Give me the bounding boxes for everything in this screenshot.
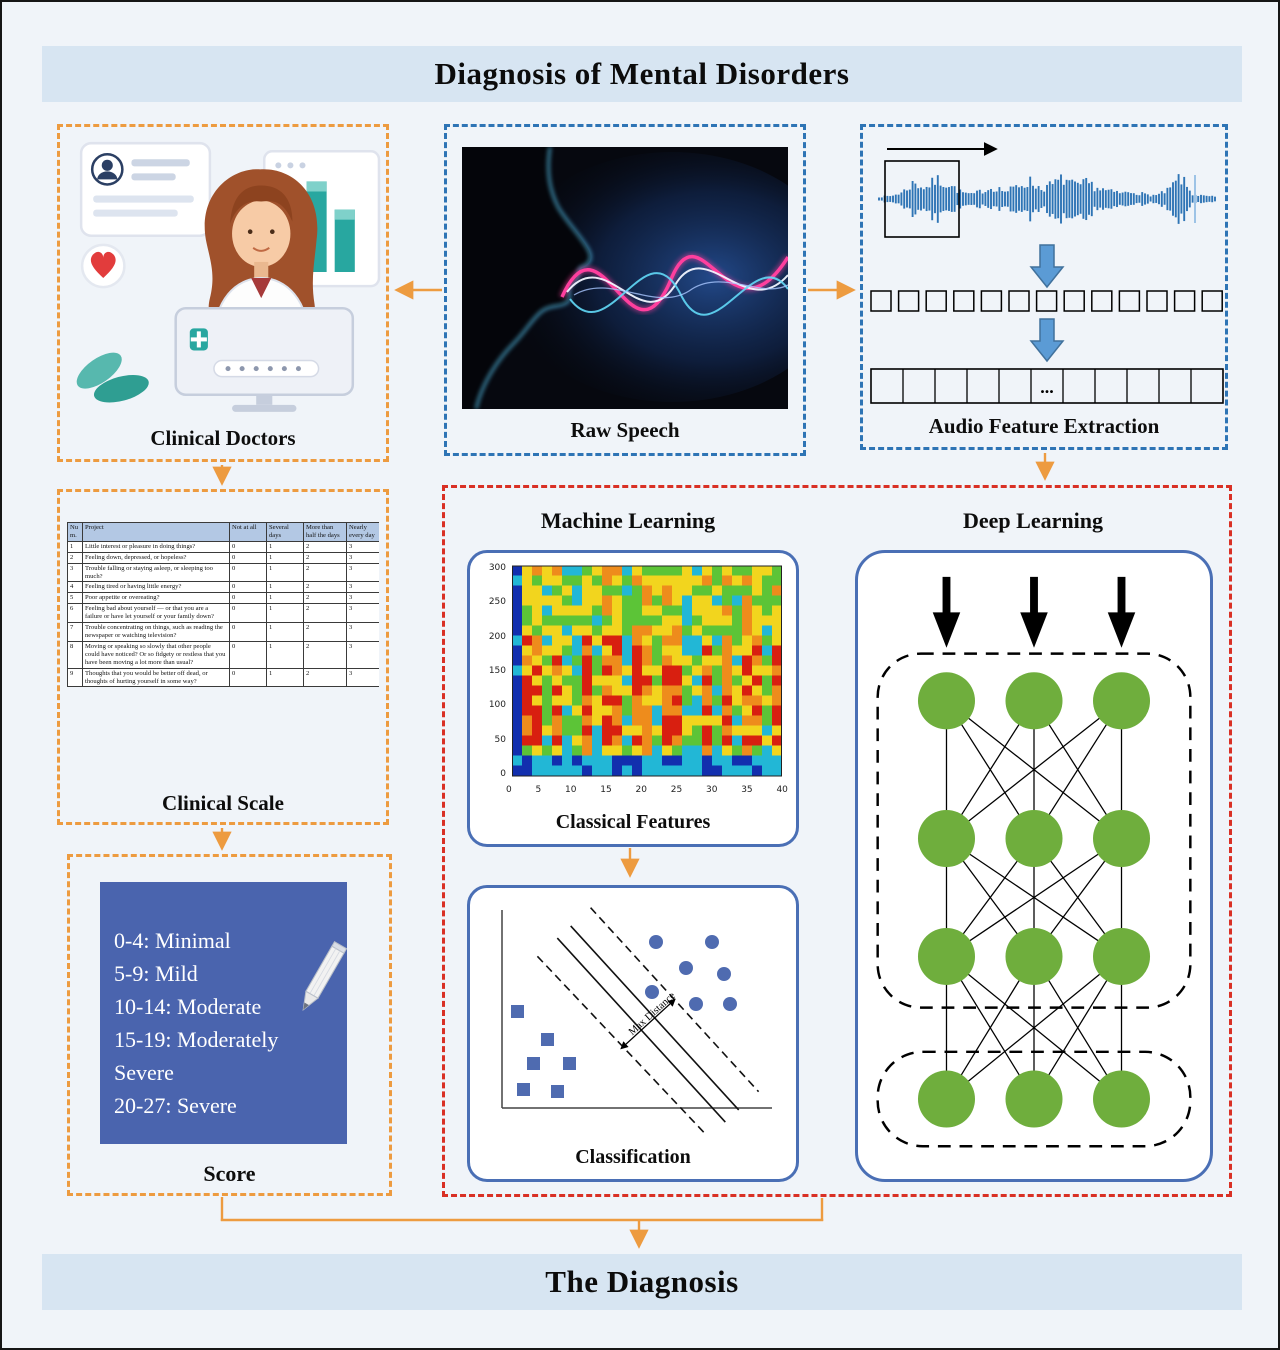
x-tick: 0 (506, 785, 512, 795)
scale-row: 7 Trouble concentrating on things, such a… (67, 622, 379, 642)
phq9-table-wrap: Num. Project Not at all Several days Mor… (67, 522, 379, 778)
col-nearly: Nearly every day (346, 522, 379, 542)
face-silhouette (462, 147, 591, 409)
down-block-arrow (1029, 318, 1065, 363)
y-tick: 200 (488, 631, 506, 642)
classification-box: Max Distance Classification (467, 885, 799, 1182)
x-tick: 35 (741, 785, 753, 795)
feature-vector-row (870, 368, 1224, 404)
y-tick: 250 (488, 597, 506, 608)
input-arrows (932, 576, 1136, 648)
clinical-scale-panel: Num. Project Not at all Several days Mor… (57, 489, 389, 825)
raw-speech-label: Raw Speech (570, 418, 680, 442)
max-distance-arrow (620, 998, 676, 1050)
nn-neurons (917, 672, 1151, 1128)
waveform-graphic (878, 174, 1216, 224)
clinical-doctors-illustration (76, 141, 381, 412)
raw-speech-panel: Raw Speech (444, 124, 806, 456)
sound-waves (558, 253, 788, 316)
col-morethanhalf: More than half the days (303, 522, 347, 542)
page-title: Diagnosis of Mental Disorders (434, 56, 850, 91)
monitor-icon (174, 306, 355, 412)
clinical-doctors-label: Clinical Doctors (150, 426, 296, 450)
scale-row: 5 Poor appetite or overeating? 0 1 2 3 (67, 592, 379, 605)
score-line: 10-14: Moderate (114, 994, 262, 1019)
learning-region: Machine Learning Deep Learning 300 250 2… (442, 485, 1232, 1197)
audio-feature-panel: ... Audio Feature Extraction (860, 124, 1228, 450)
classification-label: Classification (575, 1146, 691, 1168)
y-tick: 0 (500, 768, 506, 779)
phq9-table: Num. Project Not at all Several days Mor… (67, 522, 379, 688)
col-num: Num. (67, 522, 83, 542)
diagnosis-title: The Diagnosis (545, 1264, 739, 1299)
clinical-doctors-panel: Clinical Doctors (57, 124, 389, 462)
ellipsis-text: ... (1040, 377, 1054, 397)
score-line: 15-19: Moderately (114, 1027, 279, 1052)
classical-features-box: 300 250 200 150 100 50 0 0 5 10 15 20 25… (467, 550, 799, 847)
scale-row: 2 Feeling down, depressed, or hopeless? 0 1… (67, 551, 379, 564)
scale-row: 4 Feeling tired or having little energy? 0… (67, 581, 379, 594)
spectrogram-y-ticks: 300 250 200 150 100 50 0 (478, 563, 506, 779)
score-card: 0-4: Minimal 5-9: Mild 10-14: Moderate 1… (100, 882, 347, 1144)
heart-icon (80, 243, 126, 289)
leaf-decoration (76, 352, 149, 403)
scale-header-row: Num. Project Not at all Several days Mor… (67, 522, 379, 542)
scale-row: 3 Trouble falling or staying asleep, or s… (67, 562, 379, 583)
classical-features-label: Classical Features (555, 811, 711, 833)
class-square-points (511, 1005, 576, 1098)
col-project: Project (82, 522, 230, 542)
scale-row: 9 Thoughts that you would be better off d… (67, 667, 379, 688)
x-tick: 20 (635, 785, 647, 795)
x-tick: 25 (670, 785, 683, 795)
score-line: 20-27: Severe (114, 1093, 237, 1118)
title-banner: Diagnosis of Mental Disorders (42, 46, 1242, 102)
deep-learning-box (855, 550, 1213, 1182)
score-line: 5-9: Mild (114, 961, 198, 986)
spectrogram-image (512, 565, 782, 777)
x-tick: 5 (535, 785, 542, 795)
score-panel: 0-4: Minimal 5-9: Mild 10-14: Moderate 1… (67, 854, 392, 1196)
score-label: Score (203, 1161, 256, 1186)
machine-learning-heading: Machine Learning (540, 508, 716, 533)
feature-vector-cells (902, 369, 1192, 403)
pencil-icon (302, 941, 347, 1011)
scale-row: 1 Little interest or pleasure in doing th… (67, 540, 379, 553)
down-block-arrow (1029, 244, 1065, 289)
scale-row: 8 Moving or speaking so slowly that other… (67, 640, 379, 669)
col-notatall: Not at all (229, 522, 267, 542)
neural-network-diagram (876, 576, 1192, 1148)
score-ranges: 0-4: Minimal 5-9: Mild 10-14: Moderate 1… (114, 924, 303, 1122)
col-several: Several days (266, 522, 304, 542)
score-line: Severe (114, 1060, 174, 1085)
nn-connections (945, 700, 1123, 1100)
y-tick: 300 (488, 563, 506, 573)
y-tick: 50 (494, 734, 506, 745)
x-tick: 40 (776, 785, 788, 795)
x-tick: 30 (705, 785, 718, 795)
record-card-icon (79, 141, 212, 238)
raw-speech-image (462, 147, 788, 409)
y-tick: 100 (488, 700, 506, 711)
deep-learning-heading: Deep Learning (963, 508, 1103, 533)
clinical-scale-label: Clinical Scale (162, 791, 284, 815)
scale-row: 6 Feeling bad about yourself — or that yo… (67, 603, 379, 624)
audio-feature-graphic: ... (870, 142, 1224, 404)
x-tick: 10 (565, 785, 577, 795)
svm-plot: Max Distance (501, 907, 772, 1134)
spectrogram-x-ticks: 0 5 10 15 20 25 30 35 40 (506, 785, 788, 795)
y-tick: 150 (488, 665, 506, 676)
score-line: 0-4: Minimal (114, 928, 231, 953)
audio-feature-label: Audio Feature Extraction (928, 414, 1160, 438)
diagnosis-banner: The Diagnosis (42, 1254, 1242, 1310)
frame-window-box (884, 160, 960, 238)
frame-squares-row (870, 290, 1223, 312)
class-circle-points (645, 935, 737, 1011)
x-tick: 15 (600, 785, 612, 795)
